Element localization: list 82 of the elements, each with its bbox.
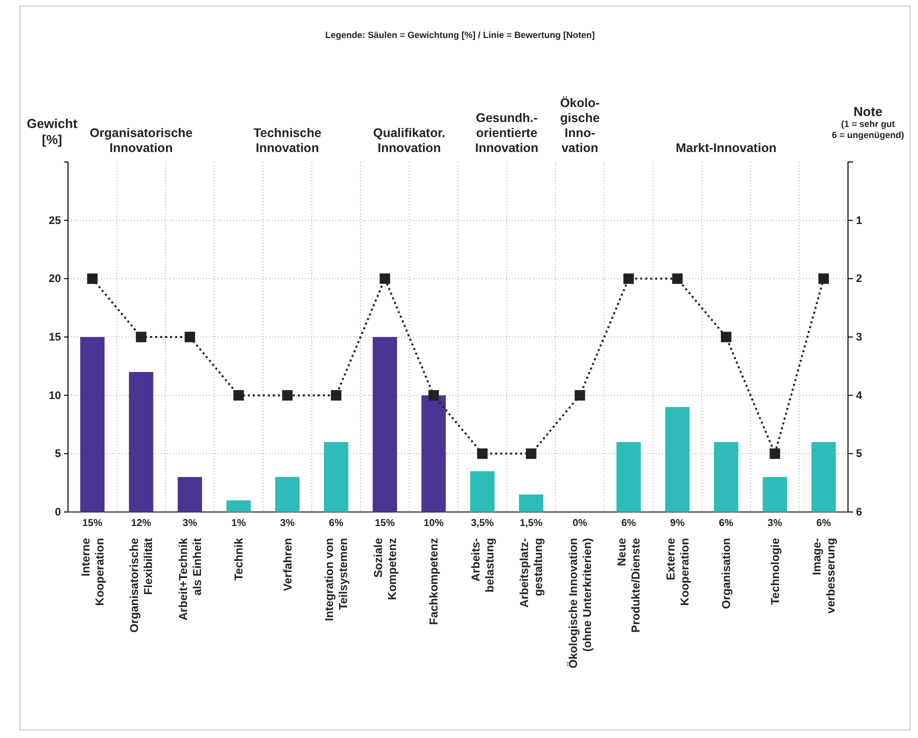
data-label: 6% (816, 518, 831, 529)
data-label: 15% (82, 518, 102, 529)
point (770, 448, 780, 459)
data-label: 3% (182, 518, 198, 529)
point (380, 273, 390, 284)
data-label: 9% (670, 518, 685, 529)
x-tick-label: Verfahren (282, 538, 294, 592)
text: Technische Innovation (253, 126, 322, 155)
x-tick-label: Integration von Teilsystemen (324, 538, 350, 622)
y2-tick-label: 2 (856, 273, 862, 286)
text: Qualifikator. Innovation (373, 126, 446, 155)
bar (275, 477, 300, 512)
text: Gesundh.- orientierte Innovation (475, 111, 538, 155)
x-tick-label: Fachkompetenz (428, 538, 441, 625)
y-tick-label: 10 (48, 390, 61, 402)
bar (421, 395, 446, 512)
bar (714, 442, 738, 512)
bar (178, 477, 202, 512)
point (477, 448, 488, 459)
x-tick-label: Arbeit+Technik als Einheit (178, 537, 204, 621)
x-tick-label: Soziale Kompetenz (372, 538, 399, 600)
y-axis-title: Gewicht [%] (26, 116, 78, 147)
data-label: 1,5% (520, 518, 543, 529)
point (672, 273, 683, 284)
data-label: 3% (280, 518, 295, 529)
point (87, 273, 98, 284)
point (574, 390, 586, 401)
text: Organisatorische Innovation (90, 126, 193, 155)
y2-tick-label: 6 (856, 506, 862, 519)
data-label: 10% (424, 518, 444, 529)
data-label: 15% (374, 518, 395, 529)
y-tick-label: 5 (54, 448, 61, 460)
bar (762, 477, 788, 512)
x-tick-label: Arbeits- belastung (470, 538, 496, 592)
x-tick-label: Organisatorische Flexibilität (129, 538, 156, 633)
point (330, 390, 342, 401)
bar (616, 442, 641, 512)
point (720, 332, 732, 342)
y-tick-label: 25 (48, 214, 61, 227)
bar (80, 337, 105, 512)
data-label: 6% (328, 518, 344, 529)
x-tick-label: Technik (234, 537, 246, 581)
x-tick-label: Interne Kooperation (80, 538, 106, 606)
y2-tick-label: 3 (856, 332, 862, 344)
y2-axis-title: Note (1 = sehr gut 6 = ungenügend) (832, 104, 904, 140)
x-tick-label: Ökologische Innovation (ohne Unterkriterien) (566, 538, 594, 668)
bar (811, 442, 836, 512)
text: Markt-Innovation (676, 141, 776, 155)
point (136, 332, 146, 342)
y-tick-label: 0 (54, 506, 61, 519)
text: Ökolo- gische Inno- vation (560, 96, 600, 155)
bar (324, 442, 348, 512)
x-tick-label: Technologie (770, 538, 782, 605)
bar (518, 494, 544, 512)
y-tick-label: 20 (48, 273, 61, 286)
bar (226, 500, 251, 512)
bar (470, 471, 495, 512)
data-label: 3% (768, 518, 782, 529)
chart-subtitle: Legende: Säulen = Gewichtung [%] / Linie = Bewertung [Noten] (325, 30, 595, 40)
point (282, 390, 293, 401)
point (818, 273, 829, 284)
x-tick-label: Organisation (721, 538, 734, 609)
y-tick-label: 15 (48, 332, 61, 344)
data-label: 1% (231, 518, 246, 529)
point (623, 273, 634, 284)
point (428, 390, 439, 401)
x-tick-label: Externe Kooperation (665, 538, 692, 606)
data-label: 0% (572, 518, 588, 529)
data-label: 12% (131, 518, 152, 529)
point (233, 390, 244, 401)
data-label: 3,5% (470, 518, 494, 529)
bar (372, 337, 398, 512)
point (526, 448, 536, 459)
data-label: 6% (621, 518, 636, 529)
bar (128, 372, 154, 512)
point (184, 332, 196, 342)
y2-tick-label: 1 (856, 214, 862, 227)
bar (665, 407, 690, 512)
y2-tick-label: 5 (856, 448, 862, 460)
y2-tick-label: 4 (856, 390, 863, 402)
x-tick-label: Image- verbesserung (812, 538, 838, 614)
data-label: 6% (718, 518, 734, 529)
